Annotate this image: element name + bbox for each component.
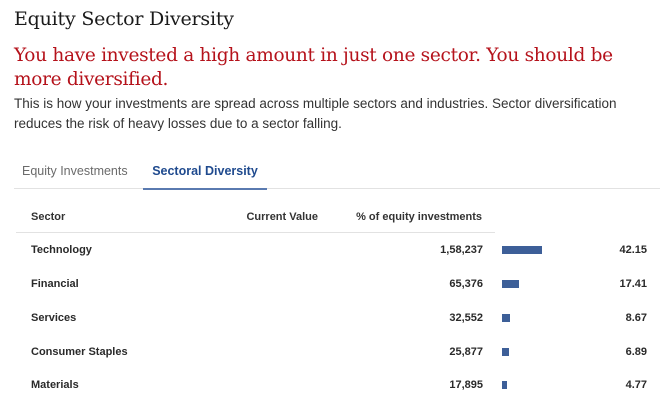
page-description: This is how your investments are spread … bbox=[14, 96, 617, 131]
diversification-warning: You have invested a high amount in just … bbox=[14, 45, 613, 90]
table-row: Financial 65,376 17.41 bbox=[16, 267, 660, 301]
tab-sectoral-diversity[interactable]: Sectoral Diversity bbox=[143, 154, 267, 190]
current-value: 32,552 bbox=[449, 312, 483, 324]
current-value: 65,376 bbox=[449, 278, 483, 290]
sector-name: Services bbox=[31, 312, 77, 324]
sector-name: Financial bbox=[31, 278, 79, 290]
current-value: 25,877 bbox=[449, 346, 483, 358]
percent-bar bbox=[502, 381, 507, 389]
percent-value: 6.89 bbox=[625, 346, 647, 358]
percent-value: 17.41 bbox=[619, 278, 647, 290]
header-percent[interactable]: % of equity investments bbox=[356, 211, 482, 223]
sector-name: Technology bbox=[31, 244, 92, 256]
percent-bar bbox=[502, 246, 542, 254]
percent-bar bbox=[502, 314, 510, 322]
sector-name: Materials bbox=[31, 379, 79, 391]
current-value: 17,895 bbox=[449, 379, 483, 391]
percent-value: 4.77 bbox=[625, 379, 647, 391]
header-sector[interactable]: Sector bbox=[31, 211, 66, 223]
current-value: 1,58,237 bbox=[440, 244, 483, 256]
table-row: Technology 1,58,237 42.15 bbox=[16, 233, 660, 267]
tab-equity-investments[interactable]: Equity Investments bbox=[22, 164, 128, 178]
header-current-value[interactable]: Current Value bbox=[246, 211, 318, 223]
percent-value: 42.15 bbox=[619, 244, 647, 256]
table-header: Sector Current Value % of equity investm… bbox=[16, 200, 495, 233]
percent-bar bbox=[502, 280, 519, 288]
table-row: Consumer Staples 25,877 6.89 bbox=[16, 335, 660, 369]
percent-bar bbox=[502, 348, 509, 356]
tab-bar: Equity Investments Sectoral Diversity bbox=[14, 154, 660, 190]
table-row: Services 32,552 8.67 bbox=[16, 301, 660, 335]
page-title: Equity Sector Diversity bbox=[14, 8, 234, 30]
percent-value: 8.67 bbox=[625, 312, 647, 324]
sector-name: Consumer Staples bbox=[31, 346, 128, 358]
table-row: Materials 17,895 4.77 bbox=[16, 368, 660, 401]
